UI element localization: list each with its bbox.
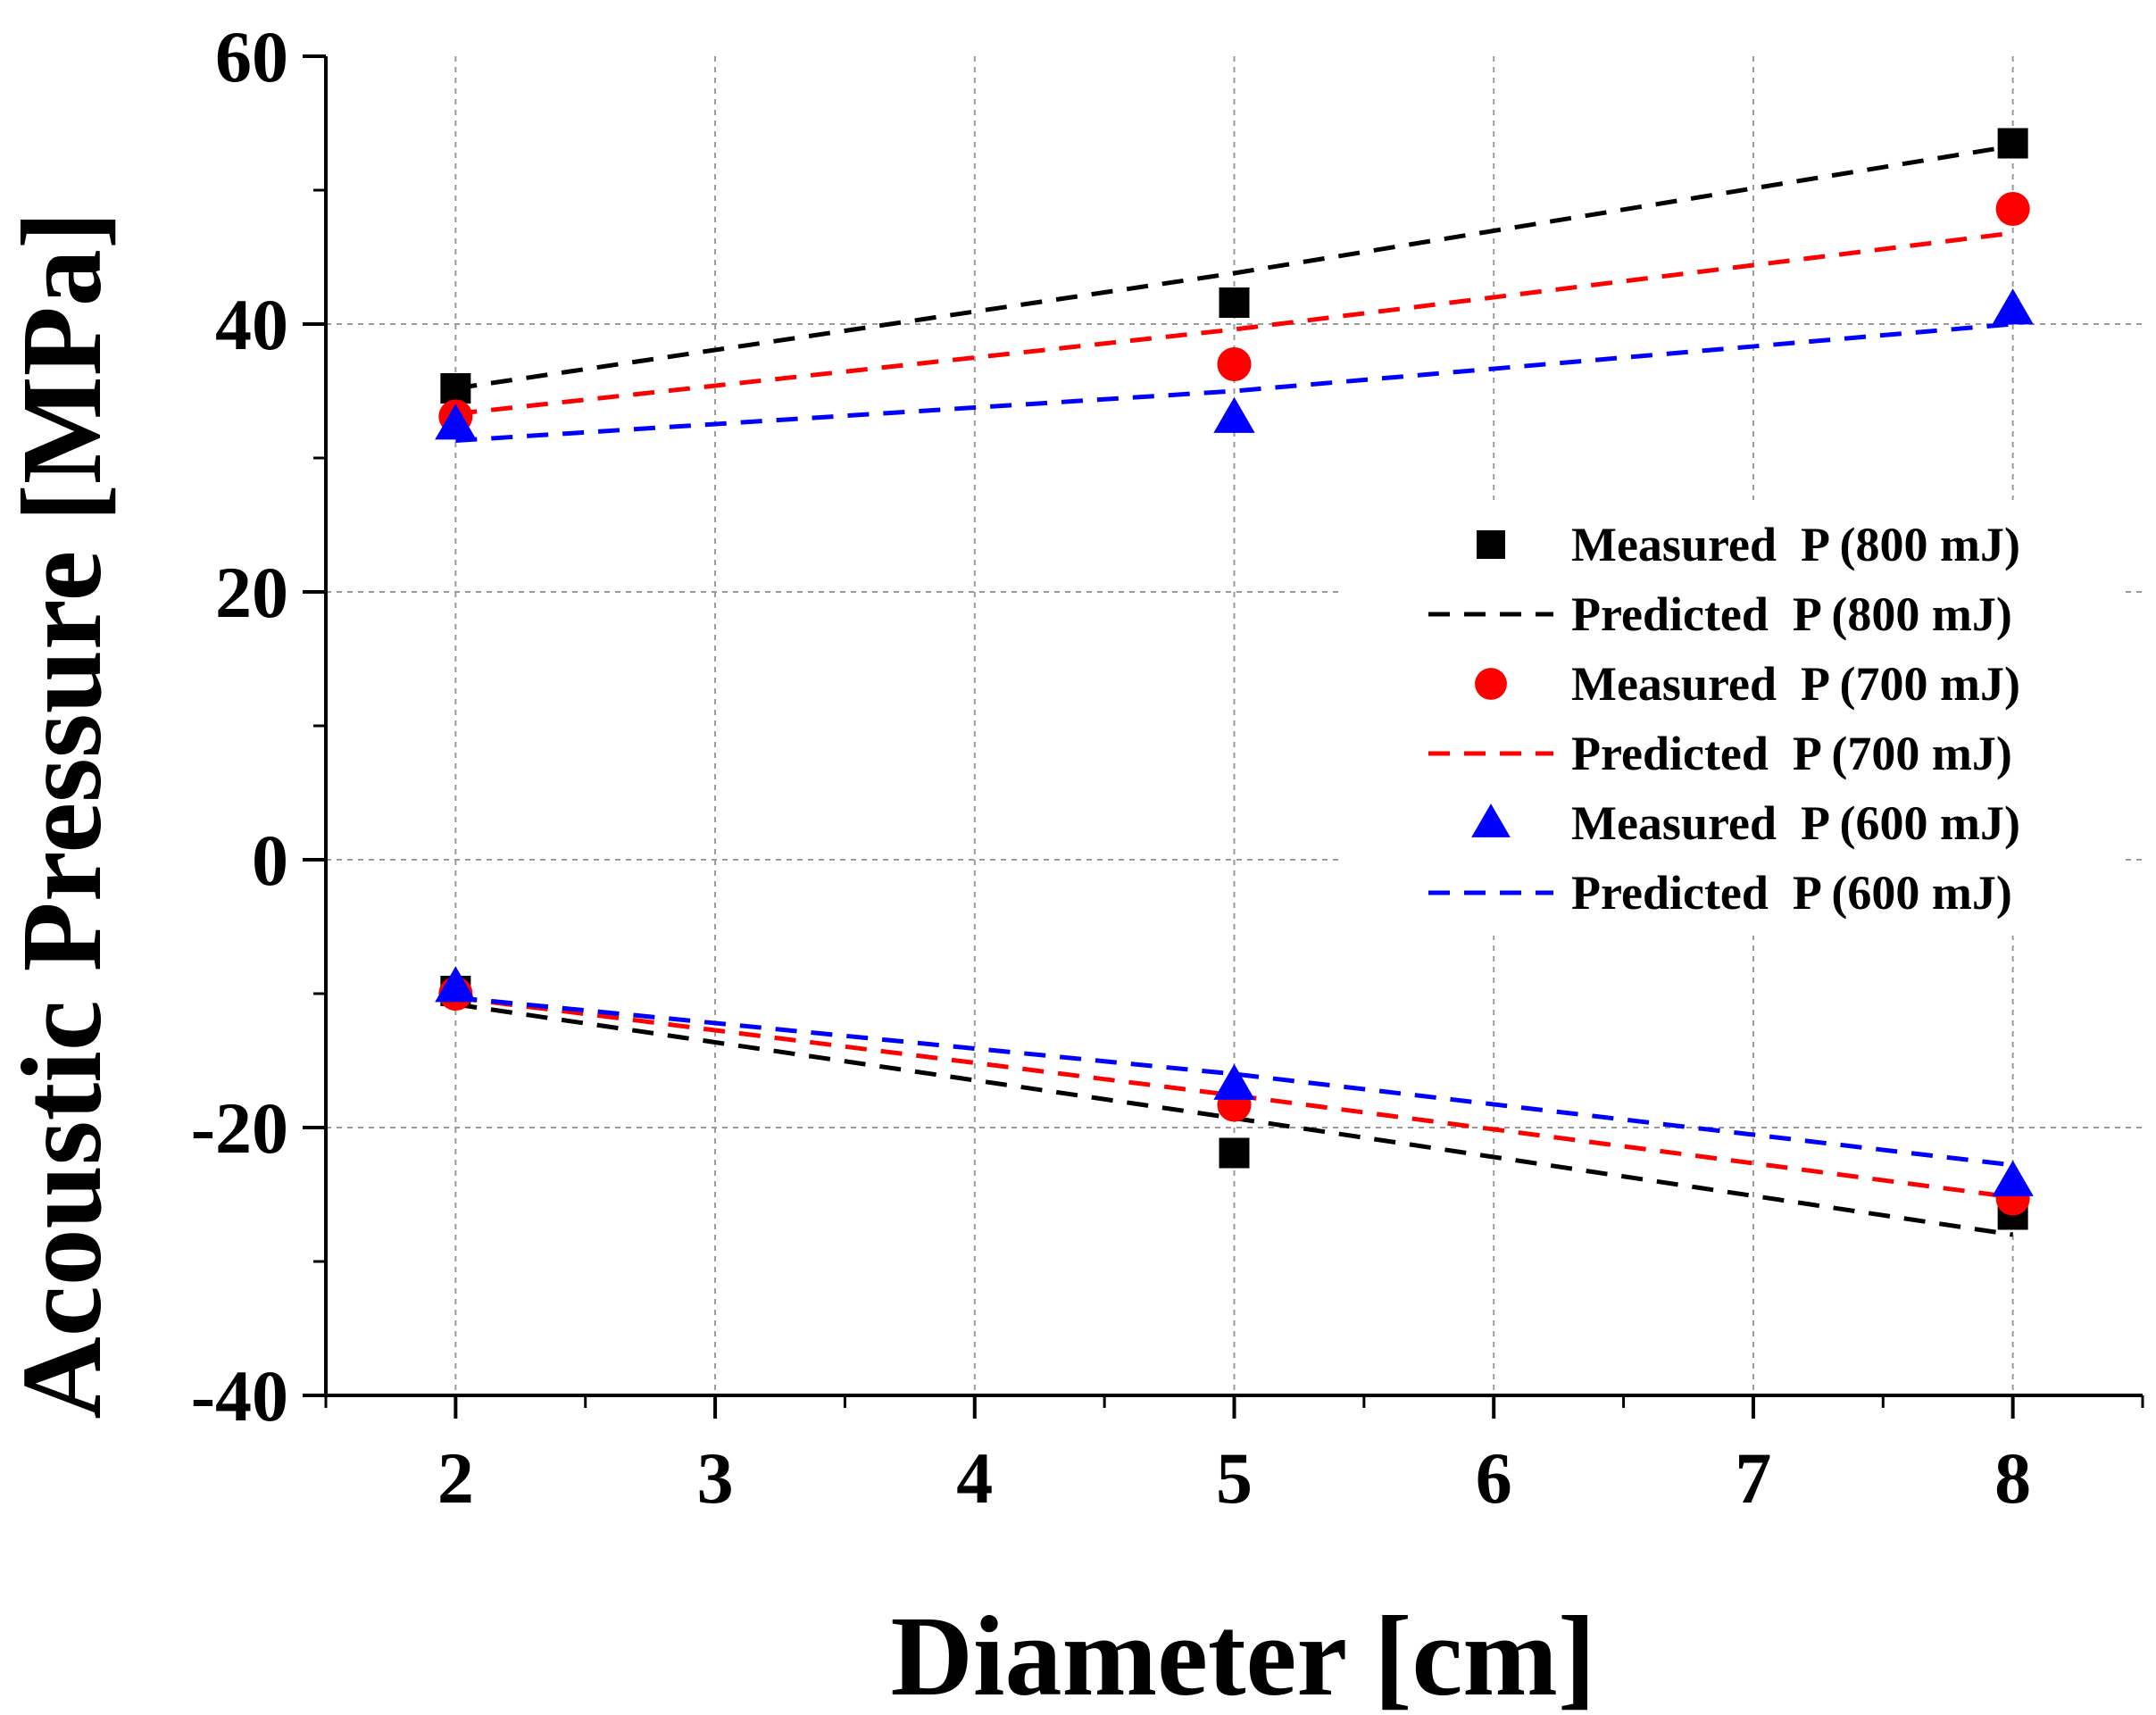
legend: Measured P (800 mJ) Predicted P (800 mJ) M… — [1339, 500, 2125, 936]
data-point-square — [1219, 1137, 1250, 1169]
legend-square-symbol — [1477, 530, 1505, 559]
data-point-circle — [1995, 191, 2030, 227]
y-tick-label: 40 — [215, 284, 288, 365]
axes — [303, 54, 2144, 1419]
y-tick-label: -20 — [191, 1087, 288, 1169]
tick-labels: -40 -20 0 20 40 60 2 3 4 5 6 7 8 — [191, 16, 2031, 1519]
legend-label: Measured P (800 mJ) — [1571, 518, 2020, 571]
legend-label: Measured P (700 mJ) — [1571, 657, 2020, 711]
legend-triangle-symbol — [1471, 803, 1511, 837]
x-axis-title: Diameter [cm] — [890, 1593, 1595, 1715]
predicted-line — [455, 995, 2013, 1200]
x-tick-label: 3 — [697, 1437, 734, 1519]
legend-label: Predicted P (700 mJ) — [1571, 727, 2012, 780]
data-point-square — [1219, 287, 1250, 318]
x-tick-label: 7 — [1735, 1437, 1771, 1519]
legend-label: Measured P (600 mJ) — [1571, 796, 2020, 850]
data-point-square — [1997, 128, 2028, 159]
data-point-triangle — [1213, 396, 1255, 433]
legend-circle-symbol — [1475, 668, 1507, 700]
data-point-square — [440, 373, 471, 404]
legend-background — [1339, 500, 2125, 936]
x-tick-label: 8 — [1994, 1437, 2031, 1519]
y-axis-title: Acoustic Pressure [MPa] — [0, 211, 125, 1419]
x-tick-label: 2 — [437, 1437, 474, 1519]
y-tick-label: 60 — [215, 16, 288, 97]
predicted-line — [454, 144, 2014, 391]
y-tick-label: -40 — [191, 1355, 288, 1436]
data-point-triangle — [435, 404, 477, 440]
y-tick-label: 0 — [252, 820, 288, 901]
x-tick-label: 4 — [956, 1437, 993, 1519]
legend-label: Predicted P (800 mJ) — [1571, 587, 2012, 641]
plot-markers — [435, 128, 2034, 1230]
predicted-line — [455, 321, 2013, 443]
data-point-circle — [1217, 346, 1252, 382]
x-tick-label: 5 — [1216, 1437, 1253, 1519]
legend-label: Predicted P (600 mJ) — [1571, 866, 2012, 920]
predicted-line — [455, 230, 2013, 416]
y-tick-label: 20 — [215, 552, 288, 633]
data-point-triangle — [435, 966, 477, 1003]
x-tick-label: 6 — [1476, 1437, 1512, 1519]
data-point-triangle — [1213, 1063, 1255, 1100]
predicted-line — [455, 995, 2013, 1168]
data-point-triangle — [1992, 1160, 2034, 1196]
data-point-triangle — [1992, 288, 2034, 325]
